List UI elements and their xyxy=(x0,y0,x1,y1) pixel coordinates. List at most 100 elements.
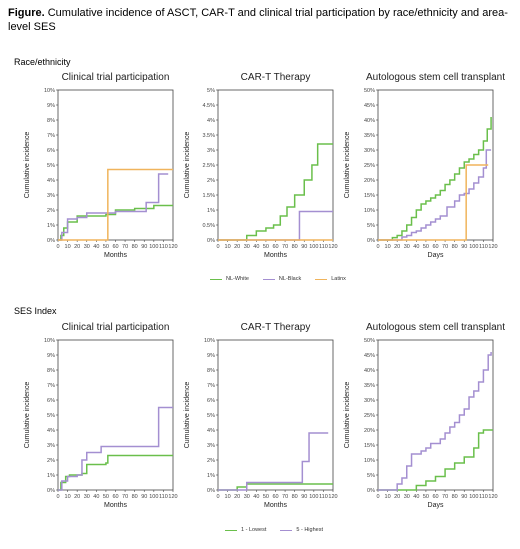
x-tick-label: 20 xyxy=(394,244,400,250)
legend-label: NL-Black xyxy=(278,276,302,282)
y-tick-label: 3% xyxy=(47,193,55,199)
chart-panel-trial-ses: Clinical trial participation 0% 1% 2% 3% 4% 5%… xyxy=(24,322,178,509)
x-tick-label: 60 xyxy=(272,494,278,500)
series-line-nl-black xyxy=(58,173,169,241)
y-tick-label: 9% xyxy=(207,353,215,359)
y-tick-label: 0% xyxy=(207,488,215,494)
plot-frame xyxy=(57,339,174,491)
y-tick-label: 0% xyxy=(47,238,55,244)
series-line-nl-white xyxy=(58,204,173,241)
x-tick-label: 110 xyxy=(159,244,168,250)
x-tick-label: 120 xyxy=(328,494,337,500)
legend-race: NL-White NL-Black Latinx xyxy=(210,276,360,282)
x-tick-label: 80 xyxy=(452,244,458,250)
x-tick-label: 120 xyxy=(328,244,337,250)
y-tick-label: 8% xyxy=(207,368,215,374)
x-tick-label: 120 xyxy=(488,244,497,250)
legend-swatch xyxy=(210,278,222,280)
y-tick-label: 3.5% xyxy=(202,133,215,139)
y-tick-label: 20% xyxy=(364,178,375,184)
series-line-nl-white xyxy=(218,143,333,241)
figure-title-text: Cumulative incidence of ASCT, CAR-T and … xyxy=(8,7,508,33)
plot-frame xyxy=(57,89,174,241)
y-tick-label: 5% xyxy=(47,163,55,169)
x-tick-label: 30 xyxy=(84,244,90,250)
panel-title: Clinical trial participation xyxy=(62,322,170,333)
y-tick-label: 35% xyxy=(364,133,375,139)
x-tick-label: 80 xyxy=(292,494,298,500)
x-tick-label: 60 xyxy=(112,244,118,250)
y-axis-label: Cumulative incidence xyxy=(24,382,31,449)
y-tick-label: 15% xyxy=(364,443,375,449)
y-tick-label: 5% xyxy=(207,88,215,94)
x-tick-label: 50 xyxy=(103,494,109,500)
panel-title: CAR-T Therapy xyxy=(241,322,311,333)
y-tick-label: 2% xyxy=(47,208,55,214)
y-tick-label: 30% xyxy=(364,148,375,154)
y-tick-label: 6% xyxy=(47,398,55,404)
x-tick-label: 0 xyxy=(216,494,219,500)
y-tick-label: 5% xyxy=(207,413,215,419)
y-tick-label: 2% xyxy=(207,458,215,464)
y-tick-label: 7% xyxy=(47,133,55,139)
x-tick-label: 70 xyxy=(282,244,288,250)
x-axis-label: Days xyxy=(428,502,444,509)
y-tick-label: 8% xyxy=(47,368,55,374)
y-tick-label: 45% xyxy=(364,353,375,359)
panel-title: Clinical trial participation xyxy=(62,72,170,83)
y-tick-label: 50% xyxy=(364,338,375,344)
chart-panel-asct-ses: Autologous stem cell transplant 0% 5% 10% 15… xyxy=(344,322,505,509)
x-tick-label: 50 xyxy=(103,244,109,250)
x-tick-label: 60 xyxy=(112,494,118,500)
y-tick-label: 1.5% xyxy=(202,193,215,199)
x-tick-label: 50 xyxy=(263,244,269,250)
series-line-latinx xyxy=(58,168,173,241)
x-axis-label: Days xyxy=(428,252,444,259)
x-tick-label: 90 xyxy=(461,494,467,500)
series-line-1-lowest xyxy=(378,429,493,491)
series-line-latinx xyxy=(378,164,489,241)
y-tick-label: 2.5% xyxy=(202,163,215,169)
chart-panel-cart-race: CAR-T Therapy 0% 0.5% 1% 1.5% 2% 2.5% 3% 3.5% 4% 4… xyxy=(184,72,338,259)
chart-panel-asct-race: Autologous stem cell transplant 0% 5% 10% 15… xyxy=(344,72,505,259)
x-tick-label: 90 xyxy=(141,244,147,250)
y-tick-label: 3% xyxy=(207,148,215,154)
y-tick-label: 0.5% xyxy=(202,223,215,229)
x-tick-label: 40 xyxy=(93,494,99,500)
x-tick-label: 90 xyxy=(301,244,307,250)
x-tick-label: 0 xyxy=(216,244,219,250)
x-tick-label: 90 xyxy=(141,494,147,500)
y-tick-label: 7% xyxy=(207,383,215,389)
figure-label: Figure. xyxy=(8,7,45,19)
x-tick-label: 20 xyxy=(394,494,400,500)
y-tick-label: 4% xyxy=(47,178,55,184)
y-axis-label: Cumulative incidence xyxy=(24,132,31,199)
x-tick-label: 50 xyxy=(423,494,429,500)
x-tick-label: 100 xyxy=(469,244,478,250)
x-tick-label: 20 xyxy=(234,494,240,500)
y-axis-label: Cumulative incidence xyxy=(184,132,191,199)
panel-title: CAR-T Therapy xyxy=(241,72,311,83)
x-tick-label: 40 xyxy=(93,244,99,250)
x-tick-label: 50 xyxy=(263,494,269,500)
y-tick-label: 50% xyxy=(364,88,375,94)
y-tick-label: 40% xyxy=(364,368,375,374)
legend-item-nl-white: NL-White xyxy=(210,276,249,282)
x-tick-label: 30 xyxy=(244,244,250,250)
x-tick-label: 50 xyxy=(423,244,429,250)
y-tick-label: 5% xyxy=(367,473,375,479)
y-tick-label: 7% xyxy=(47,383,55,389)
x-tick-label: 80 xyxy=(132,494,138,500)
x-axis-label: Months xyxy=(264,252,287,259)
x-tick-label: 40 xyxy=(253,244,259,250)
y-tick-label: 35% xyxy=(364,383,375,389)
x-tick-label: 30 xyxy=(244,494,250,500)
x-tick-label: 0 xyxy=(376,494,379,500)
x-tick-label: 100 xyxy=(309,244,318,250)
y-tick-label: 10% xyxy=(204,338,215,344)
x-tick-label: 20 xyxy=(74,244,80,250)
y-tick-label: 25% xyxy=(364,413,375,419)
chart-panel-trial-race: Clinical trial participation 0% 1% 2% 3% 4% 5%… xyxy=(24,72,178,259)
x-tick-label: 70 xyxy=(282,494,288,500)
y-tick-label: 9% xyxy=(47,353,55,359)
